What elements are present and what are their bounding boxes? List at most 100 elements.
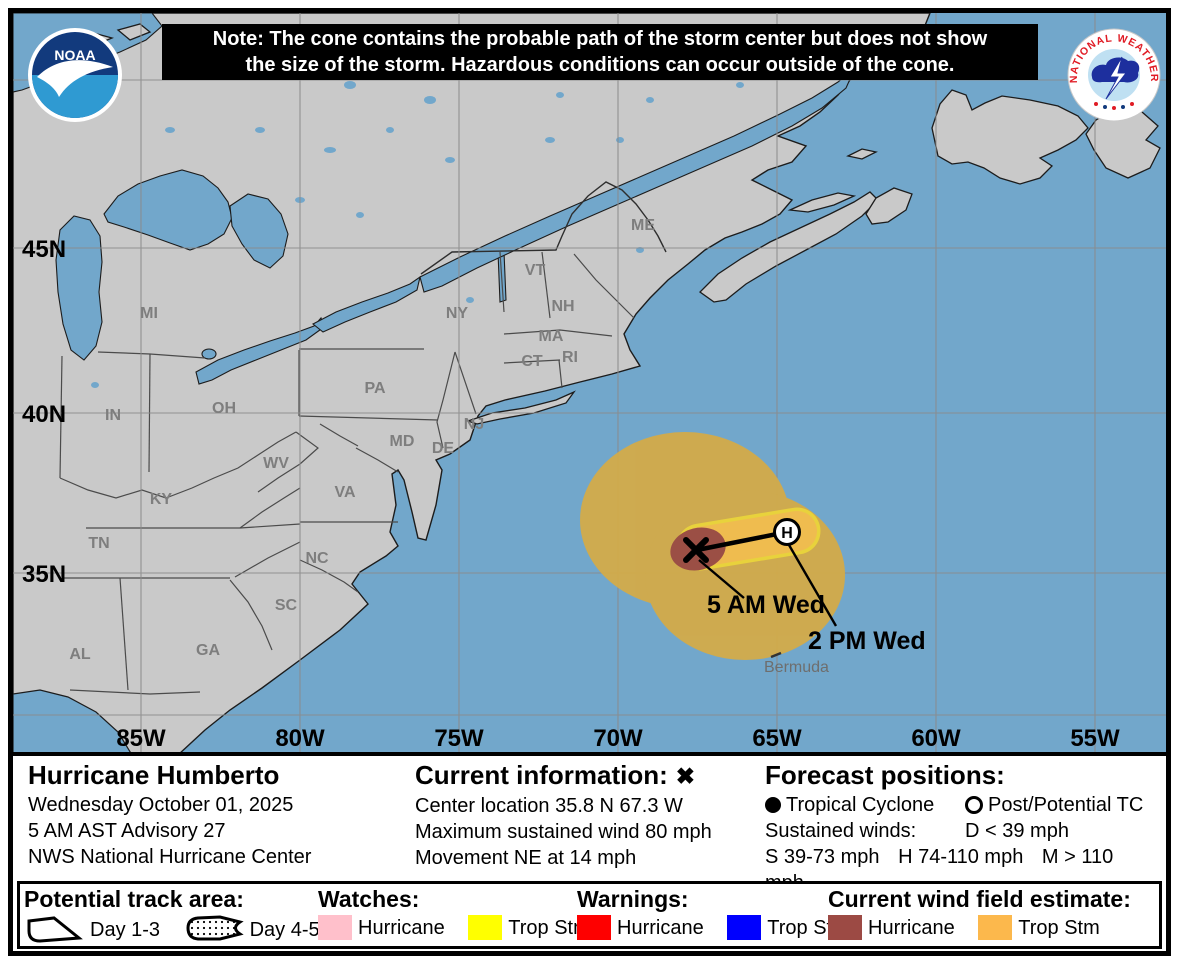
nws-logo-icon: NATIONAL WEATHER SERVICE: [1066, 27, 1161, 122]
current-x-symbol: ✖: [675, 763, 696, 789]
hurricane-wind-field-label: Hurricane: [868, 917, 955, 939]
forecast-map: ME VT NH MA CT RI NY PA NJ DE MD OH IN M…: [13, 13, 1166, 756]
hurricane-watch-swatch: [318, 915, 352, 940]
post-potential-key: Post/Potential TC: [965, 792, 1143, 818]
warnings-group: Warnings: Hurricane Trop Stm: [577, 886, 849, 942]
state-label: CT: [521, 353, 543, 370]
forecast-position-h-icon: H: [773, 518, 801, 546]
info-panel: Hurricane Humberto Wednesday October 01,…: [13, 756, 1166, 894]
current-position-x-icon: [683, 537, 709, 563]
state-label: IN: [105, 407, 121, 424]
legend-panel: Potential track area: Day 1-3 Day 4-5 Wa…: [17, 881, 1162, 949]
state-label: PA: [364, 380, 385, 397]
bermuda-label: Bermuda: [764, 659, 829, 676]
lon-label: 65W: [752, 725, 802, 752]
trop-stm-watch-label: Trop Stm: [508, 917, 590, 939]
noaa-logo-icon: NOAA: [28, 28, 122, 122]
potential-track-group: Potential track area: Day 1-3 Day 4-5: [24, 886, 320, 944]
trop-stm-wind-field-label: Trop Stm: [1018, 917, 1100, 939]
current-info-heading-text: Current information:: [415, 760, 668, 790]
hurricane-watch-label: Hurricane: [358, 917, 445, 939]
trop-stm-wind-field-swatch: [978, 915, 1013, 940]
gulf-of-mexico: [13, 689, 131, 752]
pei: [787, 192, 857, 213]
s-scale-label: S 39-73 mph: [765, 846, 880, 868]
wind-field-heading: Current wind field estimate:: [828, 886, 1131, 912]
wind-field-group: Current wind field estimate: Hurricane T…: [828, 886, 1131, 942]
newfoundland: [931, 89, 1089, 185]
advisory-line: 5 AM AST Advisory 27: [28, 820, 226, 842]
state-label: RI: [562, 349, 578, 366]
state-label: NH: [551, 298, 574, 315]
forecast-time-label: 2 PM Wed: [808, 627, 926, 655]
max-wind: Maximum sustained wind 80 mph: [415, 821, 712, 843]
state-label: AL: [69, 646, 91, 663]
nova-scotia: [698, 191, 879, 303]
hurricane-wind-field-swatch: [828, 915, 862, 940]
state-label: MA: [539, 328, 564, 345]
forecast-positions-heading: Forecast positions:: [765, 760, 1005, 790]
track-line: [696, 529, 788, 553]
h-scale-label: H 74-110 mph: [898, 846, 1024, 868]
hurricane-warning-swatch: [577, 915, 611, 940]
lon-label: 55W: [1070, 725, 1120, 752]
post-potential-label: Post/Potential TC: [988, 794, 1144, 816]
symbol-key-row: Tropical Cyclone Post/Potential TC: [765, 792, 1165, 818]
lat-label: 35N: [22, 561, 66, 588]
warnings-heading: Warnings:: [577, 886, 689, 912]
us-canada-border: [420, 181, 667, 275]
state-label: TN: [88, 535, 109, 552]
state-label: OH: [212, 400, 236, 417]
state-label: NC: [305, 550, 329, 567]
cape-breton: [865, 187, 913, 225]
map-canvas: ME VT NH MA CT RI NY PA NJ DE MD OH IN M…: [13, 13, 1166, 752]
day45-cone-icon: [186, 915, 244, 941]
hurricane-warning-label: Hurricane: [617, 917, 704, 939]
storm-summary: Hurricane Humberto Wednesday October 01,…: [28, 760, 311, 870]
state-label: MI: [140, 305, 158, 322]
state-label: NJ: [464, 416, 484, 433]
trop-stm-watch-swatch: [468, 915, 503, 940]
current-info-heading: Current information: ✖: [415, 760, 712, 791]
watches-heading: Watches:: [318, 886, 420, 912]
state-labels: ME VT NH MA CT RI NY PA NJ DE MD OH IN M…: [69, 217, 655, 663]
state-label: NY: [446, 305, 469, 322]
state-label: MD: [390, 433, 415, 450]
filled-circle-icon: [765, 797, 781, 813]
noaa-logo-text: NOAA: [54, 47, 95, 63]
forecast-positions: Forecast positions: Tropical Cyclone Pos…: [765, 760, 1165, 896]
graticule-labels: 45N 40N 35N 85W 80W 75W 70W 65W 60W 55W: [22, 236, 1120, 752]
day13-cone-icon: [27, 916, 83, 943]
islands: [59, 23, 1161, 425]
graphic-frame: ME VT NH MA CT RI NY PA NJ DE MD OH IN M…: [8, 8, 1171, 956]
open-circle-icon: [965, 796, 983, 814]
center-location: Center location 35.8 N 67.3 W: [415, 795, 683, 817]
current-information: Current information: ✖ Center location 35…: [415, 760, 712, 871]
note-line-1: Note: The cone contains the probable pat…: [212, 28, 988, 50]
watches-group: Watches: Hurricane Trop Stm: [318, 886, 590, 942]
lon-label: 80W: [275, 725, 325, 752]
lon-label: 70W: [593, 725, 643, 752]
note-line-2: the size of the storm. Hazardous conditi…: [245, 54, 955, 76]
lon-label: 75W: [434, 725, 484, 752]
day13-label: Day 1-3: [90, 919, 161, 941]
trop-stm-warning-swatch: [727, 915, 762, 940]
state-label: DE: [432, 440, 455, 457]
bermuda-island: [770, 651, 782, 659]
lat-label: 40N: [22, 401, 66, 428]
state-label: ME: [631, 217, 655, 234]
movement: Movement NE at 14 mph: [415, 847, 637, 869]
state-label: KY: [150, 491, 173, 508]
note-banner: Note: The cone contains the probable pat…: [162, 24, 1038, 80]
tropical-cyclone-key: Tropical Cyclone: [765, 794, 934, 816]
tropical-cyclone-label: Tropical Cyclone: [786, 794, 935, 816]
state-label: VA: [334, 484, 355, 501]
graticule: [13, 13, 1166, 752]
current-time-label: 5 AM Wed: [707, 591, 825, 619]
forecast-leader-line: [787, 544, 838, 627]
d-scale-label: D < 39 mph: [965, 820, 1069, 842]
day45-label: Day 4-5: [249, 919, 320, 941]
lon-label: 85W: [116, 725, 166, 752]
sustained-winds-label: Sustained winds:: [765, 820, 917, 842]
